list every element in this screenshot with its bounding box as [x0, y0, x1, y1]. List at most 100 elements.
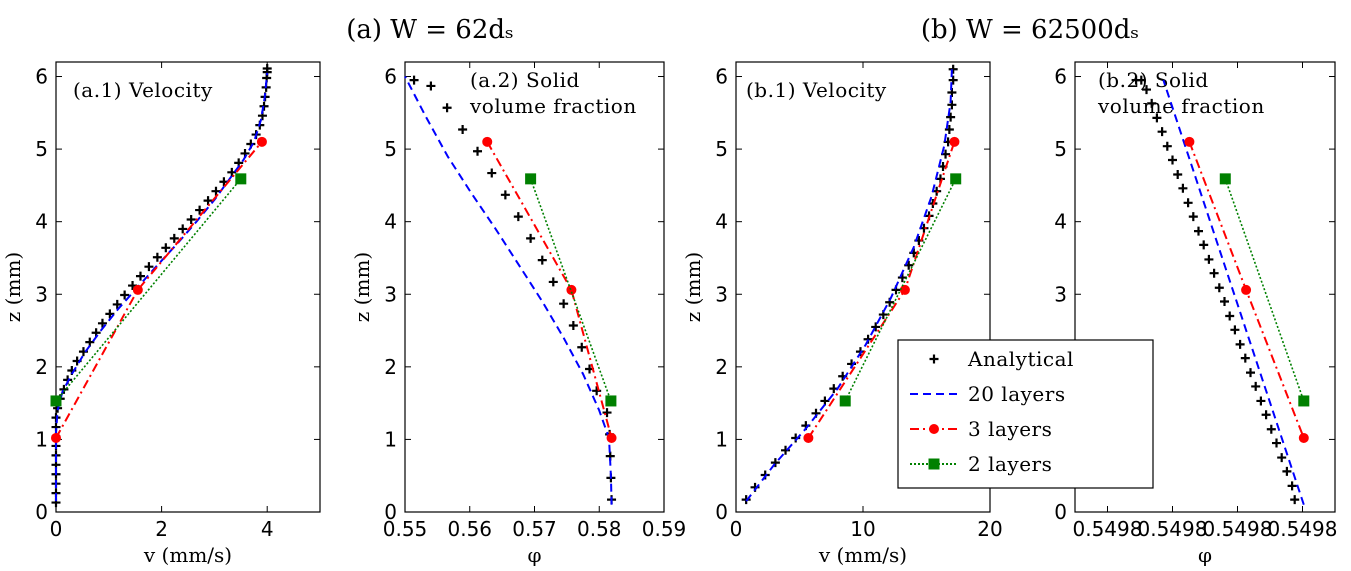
data-point-analytical [1272, 438, 1281, 448]
data-point-layers3 [256, 136, 267, 147]
data-point-analytical [1162, 141, 1172, 151]
data-point-analytical [262, 64, 272, 74]
data-point-layers2 [1298, 395, 1310, 407]
data-point-analytical [1183, 198, 1193, 208]
data-point-analytical [513, 212, 523, 222]
data-point-analytical [1204, 254, 1214, 264]
panel-annotation: volume fraction [469, 94, 637, 118]
data-point-analytical [948, 64, 958, 74]
x-tick-label: 0.58 [577, 517, 622, 541]
legend-label: Analytical [967, 347, 1074, 371]
y-tick-label: 5 [1054, 137, 1067, 161]
data-point-analytical [169, 233, 179, 243]
data-point-analytical [473, 146, 483, 156]
data-point-layers3 [1184, 136, 1195, 147]
series-line-layers2 [55, 178, 242, 402]
series-line-layers20 [55, 72, 269, 502]
data-point-analytical [112, 299, 122, 309]
data-point-layers3 [949, 136, 960, 147]
data-point-analytical [944, 125, 954, 134]
data-point-analytical [1209, 268, 1219, 278]
y-tick-label: 6 [1054, 65, 1067, 89]
panel-annotation: volume fraction [1097, 94, 1265, 118]
data-point-analytical [458, 125, 468, 134]
data-point-analytical [186, 215, 196, 224]
x-tick-label: 20 [977, 517, 1002, 541]
data-point-analytical [135, 271, 145, 281]
legend-box [897, 339, 1154, 489]
data-point-analytical [1225, 311, 1235, 321]
data-point-analytical [85, 337, 95, 347]
plot-area-b2 [1131, 75, 1310, 506]
data-point-analytical [559, 299, 569, 309]
axes-box-a1 [55, 61, 321, 513]
data-point-analytical [946, 112, 956, 122]
panel-a1: 0 2 4 0 1 2 3 4 5 6 v (mm/s) z (mm) (a.1) Velocity [1, 61, 321, 567]
legend-marker [929, 424, 939, 434]
series-line-layers2 [1224, 178, 1305, 402]
y-tick-label: 0 [35, 500, 48, 524]
data-point-analytical [1251, 381, 1261, 391]
data-point-layers2 [839, 395, 851, 407]
data-point-analytical [1277, 453, 1287, 463]
data-point-layers3 [51, 432, 61, 443]
data-point-analytical [1142, 85, 1151, 95]
data-point-analytical [1235, 339, 1245, 349]
data-point-analytical [1131, 75, 1141, 85]
x-tick-label: 0.56 [447, 517, 492, 541]
x-tick-label: 0.55 [383, 517, 428, 541]
data-point-analytical [1230, 325, 1240, 335]
axes-box-b2 [1074, 61, 1336, 513]
data-point-analytical [820, 396, 830, 406]
y-tick-label: 4 [35, 210, 48, 234]
y-tick-label: 1 [384, 427, 397, 451]
data-point-layers2 [605, 395, 617, 407]
x-tick-label: 0.59 [642, 517, 687, 541]
title-a: (a) W = 62dₛ [346, 15, 514, 45]
data-point-layers3 [566, 284, 577, 295]
panel-annotation: (a.1) Velocity [73, 78, 213, 102]
x-tick-label: 0.5498 [1138, 517, 1208, 541]
x-axis-label: v (mm/s) [143, 543, 232, 567]
panel-a2: 0.55 0.56 0.57 0.58 0.59 0 1 2 3 4 5 6 φ z (mm) (a.2) … [350, 61, 687, 567]
data-point-analytical [59, 384, 69, 394]
y-axis-label: z (mm) [681, 252, 705, 322]
series-line-layers2 [844, 178, 957, 402]
data-point-layers2 [525, 173, 537, 185]
legend: Analytical 20 layers 3 layers 2 layers [897, 339, 1154, 489]
data-point-analytical [1287, 481, 1297, 491]
y-tick-label: 6 [384, 65, 397, 89]
data-point-layers3 [132, 284, 143, 295]
x-tick-label: 2 [155, 517, 168, 541]
data-point-analytical [442, 103, 452, 113]
y-tick-label: 2 [384, 355, 397, 379]
data-point-analytical [1168, 155, 1177, 165]
y-tick-label: 3 [715, 282, 728, 306]
data-point-analytical [1266, 424, 1276, 434]
data-point-analytical [426, 81, 436, 91]
data-point-analytical [105, 309, 115, 319]
data-point-analytical [1178, 183, 1188, 193]
y-tick-label: 5 [384, 137, 397, 161]
data-point-layers3 [803, 432, 814, 443]
x-axis-label: v (mm/s) [818, 543, 907, 567]
plot-area-a2 [404, 75, 617, 505]
data-point-layers2 [950, 173, 962, 185]
axes-box-a2 [404, 61, 665, 513]
data-point-analytical [1147, 98, 1157, 108]
y-tick-label: 5 [715, 137, 728, 161]
data-point-analytical [1290, 495, 1300, 505]
data-point-analytical [1152, 113, 1162, 123]
y-tick-label: 3 [384, 282, 397, 306]
data-point-layers3 [606, 432, 617, 443]
data-point-layers3 [1298, 432, 1309, 443]
data-point-layers2 [50, 395, 62, 407]
data-point-analytical [211, 186, 221, 196]
data-point-analytical [1261, 410, 1271, 420]
y-tick-label: 3 [1054, 282, 1067, 306]
series-line-layers2 [529, 178, 612, 402]
x-tick-label: 0.5498 [1073, 517, 1143, 541]
plot-area-b1 [741, 64, 962, 505]
data-point-analytical [161, 243, 171, 253]
data-point-analytical [120, 290, 130, 300]
